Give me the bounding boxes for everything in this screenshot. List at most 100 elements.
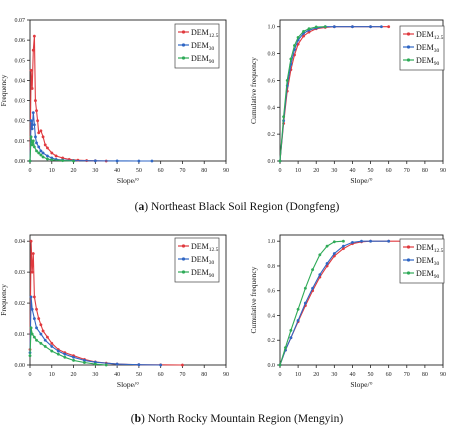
data-point (50, 151, 54, 155)
legend-label: DEM90 (191, 54, 215, 65)
y-tick-label: 0.00 (15, 159, 26, 165)
data-point (39, 323, 43, 327)
data-point (278, 363, 282, 367)
x-tick-label: 30 (92, 372, 98, 378)
data-point (303, 286, 307, 290)
data-point (33, 135, 37, 139)
y-tick-label: 0.6 (268, 289, 276, 295)
data-point (30, 332, 34, 336)
legend-label-subscript: 12.5 (209, 247, 219, 253)
data-point (28, 354, 32, 358)
x-tick-label: 50 (368, 168, 374, 174)
data-point (325, 262, 329, 265)
x-tick-label: 40 (114, 168, 120, 174)
data-point (56, 349, 60, 353)
chart-a-left: 0 10 20 30 40 50 60 70 80 90 0.00 0.01 0.02 0.03 0.04 0… (0, 18, 229, 185)
data-point (35, 307, 38, 311)
y-tick-label: 0.00 (15, 363, 26, 369)
y-tick-label: 0.2 (268, 338, 276, 344)
panel-a-caption-text: Northeast Black Soil Region (Dongfeng) (150, 201, 340, 213)
chart-a-right: 0 10 20 30 40 50 60 70 80 90 0.0 0.2 0.4 0.6 0.8 1.0 Slo… (249, 19, 446, 185)
data-point (32, 145, 36, 149)
y-tick-label: 0.01 (15, 332, 26, 338)
data-point (43, 143, 47, 147)
x-tick-label: 0 (279, 372, 282, 378)
data-point (45, 146, 49, 150)
data-point (35, 109, 38, 113)
data-point (72, 159, 76, 163)
y-tick-label: 0.03 (15, 99, 26, 105)
data-point (314, 25, 318, 29)
x-tick-label: 40 (349, 372, 355, 378)
legend-label: DEM30 (416, 256, 440, 267)
panel-b-caption: (b) North Rocky Mountain Region (Mengyin… (130, 413, 344, 425)
x-tick-label: 70 (404, 168, 410, 174)
data-point (30, 270, 34, 274)
data-point (30, 143, 34, 147)
data-point (32, 335, 36, 339)
legend-swatch-marker (406, 58, 411, 62)
data-point (39, 341, 43, 345)
legend-label: DEM90 (416, 269, 440, 280)
series-DEM90 (28, 135, 76, 163)
series-DEM30 (28, 111, 154, 163)
data-point (82, 361, 86, 364)
x-tick-label: 50 (136, 372, 142, 378)
x-tick-label: 10 (49, 168, 55, 174)
data-point (387, 25, 391, 29)
legend-swatch-marker (406, 45, 411, 49)
series-DEM30 (28, 295, 163, 367)
data-point (93, 159, 97, 163)
legend-label-subscript: 90 (434, 274, 440, 280)
x-tick-label: 60 (158, 168, 164, 174)
x-tick-label: 80 (201, 168, 207, 174)
data-point (43, 338, 47, 342)
legend-label-subscript: 30 (209, 46, 215, 52)
legend-label-subscript: 90 (209, 59, 215, 65)
data-point (341, 247, 345, 251)
y-tick-label: 0.05 (15, 58, 26, 64)
legend-swatch-marker (181, 56, 186, 60)
data-point (72, 358, 76, 362)
data-point (159, 363, 163, 367)
legend-label-subscript: 12.5 (209, 33, 219, 39)
data-point (35, 338, 38, 342)
data-point (72, 355, 76, 359)
y-tick-label: 0.2 (268, 132, 276, 138)
data-point (29, 239, 33, 243)
legend: DEM12.5 DEM30 DEM90 (399, 238, 445, 284)
legend-label: DEM30 (416, 43, 440, 54)
y-tick-label: 0.03 (15, 270, 26, 276)
x-tick-label: 20 (71, 372, 77, 378)
series-DEM12.5 (278, 239, 409, 367)
legend-label: DEM12.5 (416, 30, 444, 41)
data-point (32, 317, 36, 321)
x-axis-label: Slope/° (350, 380, 372, 389)
x-tick-label: 80 (422, 372, 428, 378)
data-point (45, 154, 49, 158)
x-tick-label: 90 (223, 372, 229, 378)
data-point (35, 141, 38, 145)
x-tick-label: 20 (71, 168, 77, 174)
x-tick-label: 0 (29, 372, 32, 378)
data-point (39, 129, 43, 133)
data-point (289, 336, 293, 340)
plot-frame (279, 19, 444, 162)
data-point (31, 139, 35, 143)
data-point (303, 301, 307, 305)
data-point (31, 111, 35, 115)
data-point (311, 268, 315, 272)
y-tick-label: 0.02 (15, 119, 26, 125)
data-point (32, 295, 36, 299)
data-point (350, 25, 354, 29)
data-point (54, 154, 58, 158)
legend-label: DEM12.5 (191, 28, 219, 39)
x-tick-label: 40 (114, 372, 120, 378)
data-point (307, 27, 311, 31)
data-point (35, 326, 38, 330)
series-line (279, 26, 326, 162)
x-tick-label: 90 (440, 372, 446, 378)
data-point (296, 36, 300, 39)
data-point (31, 48, 35, 52)
